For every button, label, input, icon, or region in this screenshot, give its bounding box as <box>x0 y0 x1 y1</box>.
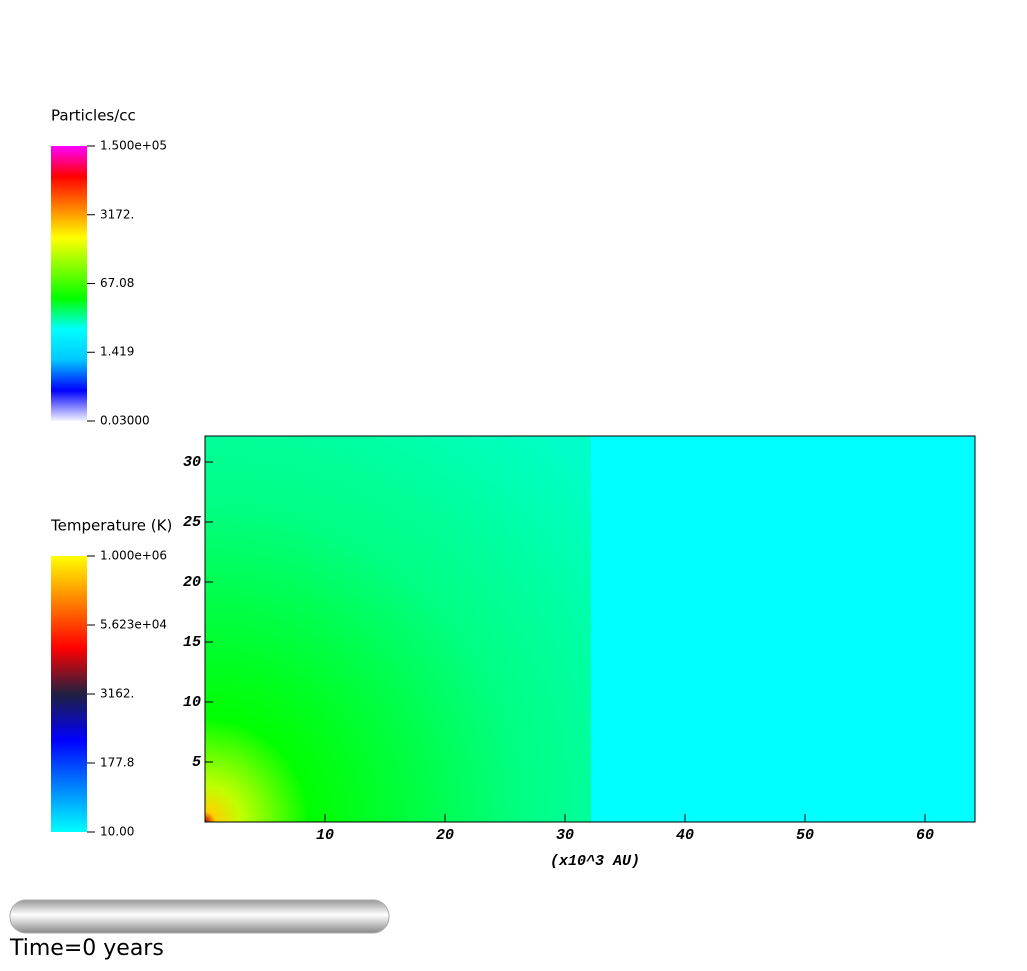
x-tick-label: 20 <box>436 827 454 844</box>
y-tick-label: 5 <box>192 754 201 771</box>
colorbar-title: Temperature (K) <box>50 517 172 535</box>
y-tick-label: 30 <box>183 454 201 471</box>
y-tick-label: 25 <box>183 514 201 531</box>
colorbar-tick-label: 3172. <box>100 207 134 221</box>
colorbar-tick-label: 10.00 <box>100 825 134 839</box>
colorbar <box>51 556 87 832</box>
colorbar-tick-label: 177.8 <box>100 756 134 770</box>
y-tick-label: 10 <box>183 694 201 711</box>
x-tick-label: 10 <box>316 827 334 844</box>
y-tick-label: 15 <box>183 634 201 651</box>
colorbar-tick-label: 1.419 <box>100 345 134 359</box>
field-inner <box>205 436 591 822</box>
colorbar-tick-label: 1.000e+06 <box>100 549 167 563</box>
colorbar-tick-label: 67.08 <box>100 276 134 290</box>
colorbar-tick-label: 0.03000 <box>100 414 150 428</box>
time-label: Time=0 years <box>9 936 164 961</box>
colorbar-tick-label: 1.500e+05 <box>100 139 167 153</box>
x-axis-label: (x10^3 AU) <box>550 853 640 870</box>
colorbar-tick-label: 3162. <box>100 687 134 701</box>
x-tick-label: 50 <box>796 827 814 844</box>
x-tick-label: 60 <box>916 827 934 844</box>
y-tick-label: 20 <box>183 574 201 591</box>
time-slider[interactable] <box>9 899 390 934</box>
colorbar <box>51 146 87 421</box>
x-tick-label: 40 <box>676 827 694 844</box>
plot-frame <box>204 435 976 823</box>
colorbar-tick-label: 5.623e+04 <box>100 618 167 632</box>
colorbar-title: Particles/cc <box>51 107 136 125</box>
x-tick-label: 30 <box>556 827 574 844</box>
